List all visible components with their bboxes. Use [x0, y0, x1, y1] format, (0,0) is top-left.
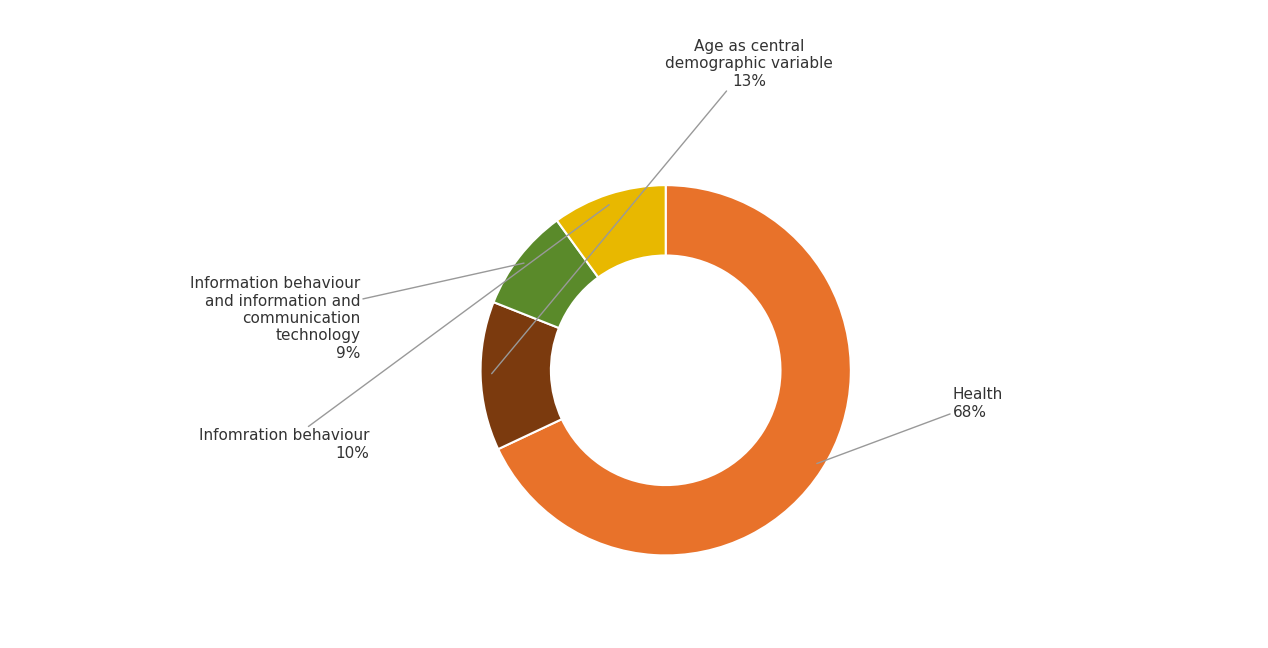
Wedge shape: [493, 220, 598, 328]
Text: Infomration behaviour
10%: Infomration behaviour 10%: [199, 205, 609, 461]
Text: Information behaviour
and information and
communication
technology
9%: Information behaviour and information an…: [190, 263, 524, 361]
Wedge shape: [481, 302, 562, 449]
Wedge shape: [557, 185, 666, 277]
Text: Health
68%: Health 68%: [817, 388, 1003, 463]
Text: Age as central
demographic variable
13%: Age as central demographic variable 13%: [492, 39, 833, 374]
Wedge shape: [498, 185, 851, 555]
